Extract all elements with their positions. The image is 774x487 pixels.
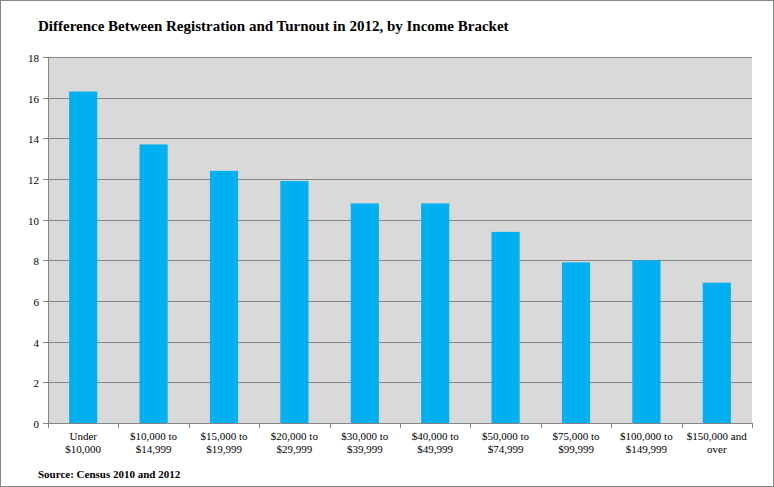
x-tick-label-line: $20,000 to [271, 430, 319, 442]
grid-line [48, 98, 752, 99]
x-tick-label: $15,000 to$19,999 [200, 430, 248, 455]
bar [703, 283, 731, 423]
y-tick-label: 10 [28, 215, 40, 227]
y-tick [43, 138, 48, 139]
x-tick-label: Under$10,000 [65, 430, 101, 455]
y-tick [43, 57, 48, 58]
x-tick-label-line: $10,000 [65, 443, 101, 455]
x-tick-label-line: $29,999 [277, 443, 313, 455]
x-tick-label-line: $39,999 [347, 443, 383, 455]
x-tick-label-line: over [707, 443, 727, 455]
x-tick-label-line: $99,999 [558, 443, 594, 455]
x-tick-label-line: $75,000 to [552, 430, 600, 442]
x-tick-label-line: $50,000 to [482, 430, 530, 442]
x-tick-label: $30,000 to$39,999 [341, 430, 389, 455]
bar [69, 92, 97, 423]
x-tick [189, 423, 190, 428]
bar [562, 262, 590, 423]
chart-svg: 024681012141618Under$10,000$10,000 to$14… [0, 0, 774, 487]
chart-frame [1, 1, 774, 487]
bar [280, 181, 308, 423]
grid-line [48, 57, 752, 58]
chart-root: 024681012141618Under$10,000$10,000 to$14… [0, 0, 774, 487]
x-tick [470, 423, 471, 428]
x-tick [682, 423, 683, 428]
bar [632, 260, 660, 423]
y-tick [43, 423, 48, 424]
x-tick-label: $40,000 to$49,999 [412, 430, 460, 455]
y-tick [43, 260, 48, 261]
x-tick-label: $75,000 to$99,999 [552, 430, 600, 455]
y-tick-label: 12 [28, 174, 39, 186]
x-tick-label-line: $19,999 [206, 443, 242, 455]
x-tick-label-line: $150,000 and [687, 430, 747, 442]
y-tick-label: 6 [34, 296, 40, 308]
x-tick-label: $50,000 to$74,999 [482, 430, 530, 455]
y-tick [43, 382, 48, 383]
x-tick-label-line: $14,999 [136, 443, 172, 455]
y-axis [48, 57, 49, 423]
x-tick-label: $10,000 to$14,999 [130, 430, 178, 455]
bar [210, 171, 238, 423]
y-tick [43, 301, 48, 302]
title: Difference Between Registration and Turn… [38, 18, 509, 34]
x-tick-label-line: $100,000 to [620, 430, 673, 442]
bar [140, 144, 168, 423]
x-tick-label-line: $10,000 to [130, 430, 178, 442]
x-tick-label-line: $15,000 to [200, 430, 248, 442]
bar [421, 203, 449, 423]
x-tick-label-line: Under [69, 430, 97, 442]
x-tick [400, 423, 401, 428]
y-tick [43, 179, 48, 180]
y-tick [43, 220, 48, 221]
x-tick-label-line: $40,000 to [412, 430, 460, 442]
x-tick-label: $20,000 to$29,999 [271, 430, 319, 455]
x-tick [330, 423, 331, 428]
x-tick-label-line: $74,999 [488, 443, 524, 455]
grid-line [48, 138, 752, 139]
y-tick-label: 14 [28, 133, 40, 145]
x-tick [541, 423, 542, 428]
y-tick-label: 18 [28, 52, 40, 64]
y-tick-label: 16 [28, 93, 40, 105]
x-tick [611, 423, 612, 428]
x-tick [48, 423, 49, 428]
y-tick [43, 98, 48, 99]
x-tick-label: $150,000 andover [687, 430, 747, 455]
x-tick [259, 423, 260, 428]
x-tick-label: $100,000 to$149,999 [620, 430, 673, 455]
bar [351, 203, 379, 423]
x-tick-label-line: $30,000 to [341, 430, 389, 442]
y-tick-label: 8 [34, 255, 40, 267]
source: Source: Census 2010 and 2012 [38, 468, 181, 480]
y-tick-label: 4 [34, 337, 40, 349]
x-tick [752, 423, 753, 428]
x-tick-label-line: $149,999 [626, 443, 668, 455]
x-tick [118, 423, 119, 428]
y-tick [43, 342, 48, 343]
bar [492, 232, 520, 423]
bars [69, 92, 731, 423]
y-tick-label: 0 [34, 418, 40, 430]
x-tick-label-line: $49,999 [417, 443, 453, 455]
plot-area [48, 57, 752, 423]
y-tick-label: 2 [34, 377, 40, 389]
